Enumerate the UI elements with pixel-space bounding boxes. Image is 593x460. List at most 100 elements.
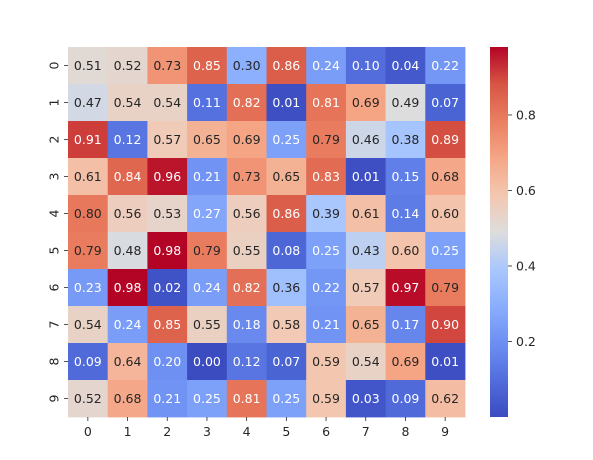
cell-label-r5-c4: 0.55: [233, 243, 261, 258]
cell-label-r6-c8: 0.97: [392, 280, 420, 295]
cell-label-r8-c9: 0.01: [431, 354, 459, 369]
cell-label-r1-c3: 0.11: [193, 95, 221, 110]
heatmap-cell-r2-c8: [385, 121, 426, 159]
heatmap-cell-r5-c4: [226, 232, 267, 270]
heatmap-cell-r6-c3: [187, 269, 228, 307]
cell-label-r9-c2: 0.21: [153, 391, 181, 406]
heatmap-cell-r9-c4: [226, 380, 267, 418]
heatmap-cell-r6-c5: [266, 269, 307, 307]
heatmap-cell-r5-c8: [385, 232, 426, 270]
heatmap-cell-r1-c6: [306, 84, 347, 122]
heatmap-cell-r2-c6: [306, 121, 347, 159]
cell-label-r2-c6: 0.79: [312, 132, 340, 147]
cell-label-r6-c5: 0.36: [272, 280, 300, 295]
cell-label-r6-c6: 0.22: [312, 280, 340, 295]
heatmap-cell-r7-c0: [68, 306, 109, 344]
cell-label-r1-c5: 0.01: [272, 95, 300, 110]
cell-label-r7-c1: 0.24: [114, 317, 142, 332]
heatmap-cell-r4-c3: [187, 195, 228, 233]
heatmap-cell-r9-c0: [68, 380, 109, 418]
heatmap-cell-r1-c9: [425, 84, 466, 122]
cell-label-r3-c1: 0.84: [114, 169, 142, 184]
cell-label-r1-c8: 0.49: [392, 95, 420, 110]
heatmap-cell-r0-c2: [147, 47, 188, 85]
cell-label-r0-c1: 0.52: [114, 58, 142, 73]
heatmap-cell-r6-c9: [425, 269, 466, 307]
x-tick-label-0: 0: [84, 424, 92, 439]
cell-label-r2-c8: 0.38: [392, 132, 420, 147]
y-axis: 0 1 2 3 4 5 6 7 8 9: [47, 61, 68, 402]
heatmap-cell-r2-c7: [345, 121, 386, 159]
heatmap-cell-r7-c3: [187, 306, 228, 344]
cell-label-r0-c2: 0.73: [153, 58, 181, 73]
heatmap-cell-r8-c7: [345, 343, 386, 381]
heatmap-cell-r5-c0: [68, 232, 109, 270]
heatmap-cell-r2-c3: [187, 121, 228, 159]
cell-label-r8-c0: 0.09: [74, 354, 102, 369]
cell-label-r9-c6: 0.59: [312, 391, 340, 406]
cell-label-r6-c4: 0.82: [233, 280, 261, 295]
cell-label-r2-c9: 0.89: [431, 132, 459, 147]
y-tick-label-7: 7: [47, 321, 62, 329]
colorbar-tick-label-1: 0.4: [516, 258, 536, 273]
colorbar-tick-label-3: 0.8: [516, 107, 536, 122]
cell-label-r5-c1: 0.48: [114, 243, 142, 258]
heatmap-cell-r9-c6: [306, 380, 347, 418]
cell-label-r9-c0: 0.52: [74, 391, 102, 406]
heatmap-cell-r9-c7: [345, 380, 386, 418]
cell-label-r4-c5: 0.86: [272, 206, 300, 221]
cell-label-r5-c2: 0.98: [153, 243, 181, 258]
cell-label-r4-c1: 0.56: [114, 206, 142, 221]
cell-label-r2-c1: 0.12: [114, 132, 142, 147]
heatmap-cell-r8-c0: [68, 343, 109, 381]
cell-label-r9-c7: 0.03: [352, 391, 380, 406]
heatmap-cell-r9-c2: [147, 380, 188, 418]
heatmap-cell-r7-c4: [226, 306, 267, 344]
cell-label-r5-c7: 0.43: [352, 243, 380, 258]
heatmap-cell-r2-c1: [107, 121, 148, 159]
heatmap-cells: [68, 47, 466, 418]
cell-label-r4-c2: 0.53: [153, 206, 181, 221]
heatmap-cell-r5-c1: [107, 232, 148, 270]
cell-label-r4-c3: 0.27: [193, 206, 221, 221]
y-tick-label-2: 2: [47, 136, 62, 144]
cell-label-r0-c4: 0.30: [233, 58, 261, 73]
cell-label-r4-c0: 0.80: [74, 206, 102, 221]
heatmap-cell-r3-c0: [68, 158, 109, 196]
cell-label-r3-c6: 0.83: [312, 169, 340, 184]
cell-label-r5-c5: 0.08: [272, 243, 300, 258]
cell-label-r0-c7: 0.10: [352, 58, 380, 73]
heatmap-cell-r5-c6: [306, 232, 347, 270]
cell-label-r5-c8: 0.60: [392, 243, 420, 258]
cell-label-r3-c3: 0.21: [193, 169, 221, 184]
heatmap-cell-r3-c3: [187, 158, 228, 196]
heatmap-cell-r1-c3: [187, 84, 228, 122]
heatmap-cell-r8-c4: [226, 343, 267, 381]
cell-label-r1-c0: 0.47: [74, 95, 102, 110]
cell-label-r3-c9: 0.68: [431, 169, 459, 184]
cell-label-r6-c2: 0.02: [153, 280, 181, 295]
heatmap-cell-r0-c7: [345, 47, 386, 85]
cell-label-r8-c4: 0.12: [233, 354, 261, 369]
y-tick-label-1: 1: [47, 99, 62, 107]
heatmap-cell-r0-c5: [266, 47, 307, 85]
heatmap-cell-r4-c9: [425, 195, 466, 233]
y-tick-label-3: 3: [47, 173, 62, 181]
heatmap-cell-r7-c5: [266, 306, 307, 344]
heatmap-cell-r6-c7: [345, 269, 386, 307]
heatmap-cell-r9-c3: [187, 380, 228, 418]
heatmap-cell-r7-c1: [107, 306, 148, 344]
cell-label-r0-c6: 0.24: [312, 58, 340, 73]
cell-label-r0-c3: 0.85: [193, 58, 221, 73]
heatmap-cell-r7-c2: [147, 306, 188, 344]
cell-label-r4-c8: 0.14: [392, 206, 420, 221]
cell-label-r1-c6: 0.81: [312, 95, 340, 110]
cell-label-r2-c3: 0.65: [193, 132, 221, 147]
heatmap-cell-r4-c5: [266, 195, 307, 233]
cell-label-r1-c2: 0.54: [153, 95, 181, 110]
x-tick-label-9: 9: [441, 424, 449, 439]
heatmap-cell-r1-c8: [385, 84, 426, 122]
cell-label-r2-c4: 0.69: [233, 132, 261, 147]
heatmap-cell-r3-c9: [425, 158, 466, 196]
